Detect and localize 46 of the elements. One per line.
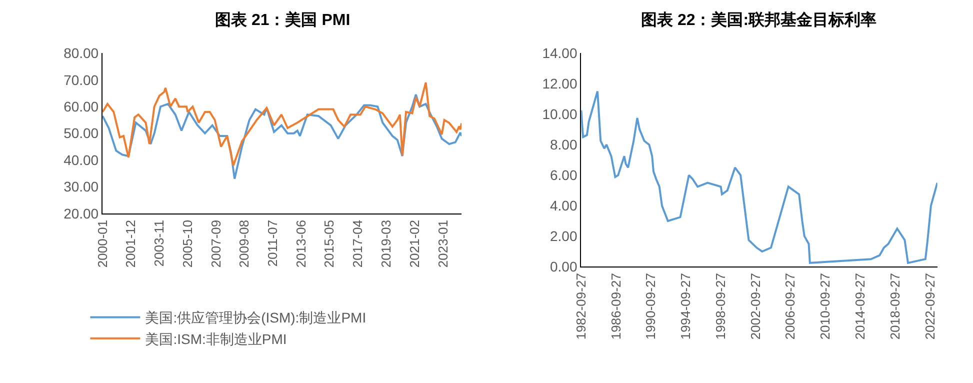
y-tick-label: 80.00 xyxy=(64,45,99,62)
y-tick-label: 10.00 xyxy=(542,106,578,122)
y-tick-label: 30.00 xyxy=(64,178,99,195)
y-tick-label: 40.00 xyxy=(64,152,99,168)
line-series xyxy=(102,82,462,166)
x-tick-label: 2021-02 xyxy=(406,220,422,268)
y-tick-label: 2.00 xyxy=(550,228,578,244)
y-tick-label: 60.00 xyxy=(64,98,99,114)
x-tick-label: 2015-05 xyxy=(322,220,337,268)
x-tick-label: 2013-06 xyxy=(293,220,308,268)
y-tick-label: 70.00 xyxy=(64,72,99,88)
x-tick-label: 1994-09-27 xyxy=(678,273,694,340)
y-tick-label: 20.00 xyxy=(64,205,99,222)
x-tick-label: 1982-09-27 xyxy=(573,273,588,340)
y-tick-label: 50.00 xyxy=(64,125,99,142)
x-tick-label: 2002-09-27 xyxy=(748,273,763,340)
x-tick-label: 2022-09-27 xyxy=(922,273,938,340)
y-tick-label: 12.00 xyxy=(542,76,578,92)
y-tick-label: 8.00 xyxy=(550,136,578,153)
x-tick-label: 2019-03 xyxy=(378,220,394,268)
x-tick-label: 1986-09-27 xyxy=(608,273,624,340)
x-tick-label: 2003-11 xyxy=(152,220,167,267)
x-tick-label: 2011-07 xyxy=(264,220,280,267)
chart-title: 图表 21：美国 PMI xyxy=(215,10,350,29)
line-series xyxy=(102,94,462,180)
x-tick-label: 2010-09-27 xyxy=(818,273,833,340)
legend-label: 美国:ISM:非制造业PMI xyxy=(145,330,287,347)
x-tick-label: 2005-10 xyxy=(180,220,195,268)
legend-label: 美国:供应管理协会(ISM):制造业PMI xyxy=(145,310,366,326)
x-tick-label: 2001-12 xyxy=(123,220,138,268)
x-tick-label: 2014-09-27 xyxy=(852,273,868,340)
y-tick-label: 0.00 xyxy=(550,258,578,275)
chart-title: 图表 22：美国:联邦基金目标利率 xyxy=(641,10,877,29)
x-tick-label: 2007-09 xyxy=(208,220,224,268)
y-tick-label: 6.00 xyxy=(550,167,578,184)
x-tick-label: 2006-09-27 xyxy=(782,273,798,340)
x-tick-label: 2009-08 xyxy=(236,220,252,268)
x-tick-label: 2017-04 xyxy=(350,220,366,268)
x-tick-label: 2018-09-27 xyxy=(887,273,902,340)
x-tick-label: 2000-01 xyxy=(94,220,110,268)
x-tick-label: 1990-09-27 xyxy=(643,273,658,340)
x-tick-label: 1998-09-27 xyxy=(712,273,728,340)
y-tick-label: 4.00 xyxy=(550,198,578,214)
y-tick-label: 14.00 xyxy=(542,45,578,62)
x-tick-label: 2023-01 xyxy=(435,220,450,268)
line-series xyxy=(581,90,938,264)
